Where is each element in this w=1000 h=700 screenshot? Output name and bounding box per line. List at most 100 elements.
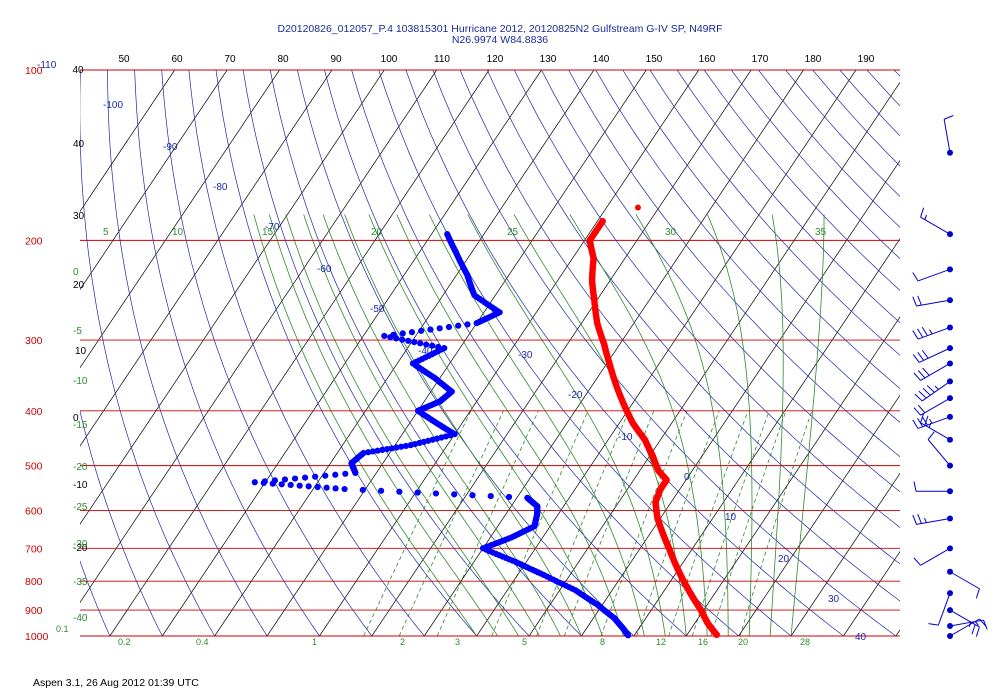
wind-barb-staff	[927, 439, 951, 466]
wind-barb-point	[947, 622, 953, 629]
mixing-left-label: -40	[73, 613, 88, 624]
wind-barb-flag	[921, 349, 929, 359]
dry-adiabat-line	[568, 70, 900, 458]
mixing-ratio-line	[710, 410, 787, 636]
wind-barb-point	[947, 568, 953, 575]
isotherm-line	[528, 81, 900, 636]
wind-barb-point	[947, 149, 953, 156]
isotherm-line	[109, 70, 490, 636]
chart-title-line-1: D20120826_012057_P.4 103815301 Hurricane…	[277, 23, 723, 35]
wind-barb-staff	[917, 268, 951, 282]
moist-adiabat-label: 15	[262, 227, 274, 238]
dewpoint-point	[423, 341, 430, 348]
isotherm-line	[738, 394, 900, 636]
wind-barb-flag	[913, 557, 921, 566]
wind-barb-flag	[929, 418, 933, 424]
dewpoint-point	[314, 483, 321, 491]
wind-barb-flag	[917, 295, 922, 306]
wind-barb-flag	[914, 393, 923, 402]
moist-adiabat-line	[322, 214, 561, 636]
dewpoint-point	[305, 483, 312, 490]
mixing-ratio-label: 0.4	[196, 637, 209, 647]
isotherm-line	[633, 238, 900, 636]
wind-barb-flag	[912, 330, 919, 340]
dewpoint-point	[369, 448, 377, 455]
pressure-label-100: 100	[25, 65, 43, 77]
dewpoint-point	[417, 340, 424, 347]
wind-barb-staff	[921, 381, 951, 402]
dry-adiabat-label: 10	[725, 512, 737, 523]
dewpoint-point	[411, 338, 418, 346]
dry-adiabat-label: -40	[418, 346, 433, 357]
wind-barb-flag	[921, 416, 928, 426]
dry-adiabat-line	[812, 70, 900, 167]
dry-adiabat-line	[134, 70, 320, 636]
mixing-ratio-label: 2	[400, 637, 405, 647]
dry-adiabat-line	[405, 70, 844, 636]
pressure-label-900: 900	[25, 605, 43, 617]
wind-barb-staff	[916, 518, 951, 525]
dry-adiabat-line	[839, 70, 900, 137]
mixing-ratio-line	[668, 410, 749, 636]
wind-barb-flag	[918, 390, 927, 399]
chart-title-line-2: N26.9974 W84.8836	[451, 34, 549, 46]
mixing-left-label: -20	[73, 462, 88, 473]
wind-barb-flag	[912, 296, 917, 307]
dewpoint-point	[445, 323, 453, 331]
wind-barb-staff	[917, 326, 951, 340]
dewpoint-point	[388, 445, 395, 452]
wind-barb-flag	[934, 385, 939, 390]
wind-barb-flag	[913, 481, 917, 492]
wind-barb-staff	[943, 119, 951, 153]
mixing-ratio-label: 28	[800, 637, 810, 647]
top-tick-label: 120	[487, 54, 504, 65]
mixing-left-label: -25	[73, 502, 88, 513]
top-tick-label: 100	[381, 54, 398, 65]
moist-adiabat-label: 5	[103, 227, 109, 238]
dry-adiabat-line	[541, 70, 900, 493]
mixing-ratio-label: 8	[600, 637, 605, 647]
wind-barb-flag	[975, 588, 980, 599]
isotherm-label: 10	[75, 346, 87, 357]
wind-barb-staff	[920, 216, 951, 235]
wind-barb-flag	[920, 413, 925, 423]
wind-barb-point	[947, 324, 953, 331]
pressure-label-700: 700	[25, 543, 43, 555]
wind-barb-flag	[929, 329, 933, 335]
top-tick-label: 40	[72, 65, 84, 76]
dewpoint-point	[399, 336, 406, 343]
dewpoint-point	[505, 493, 513, 501]
moist-adiabat-line	[285, 214, 519, 636]
wind-barb-point	[947, 545, 953, 552]
wind-barb-flag	[928, 623, 939, 626]
dry-adiabat-line	[161, 70, 373, 636]
dewpoint-point	[393, 335, 400, 342]
dewpoint-point	[269, 480, 276, 487]
moist-adiabat-label: 10	[172, 227, 184, 238]
dry-adiabat-line	[215, 70, 477, 636]
dry-adiabat-label: -70	[265, 222, 280, 233]
dewpoint-point	[296, 482, 303, 489]
moist-adiabat-line	[269, 214, 498, 636]
wind-barb-staff	[949, 618, 980, 637]
dewpoint-point	[281, 476, 289, 483]
dewpoint-point	[312, 473, 319, 480]
top-tick-label: 160	[699, 54, 716, 65]
dry-adiabat-line	[893, 70, 900, 77]
moist-adiabat-line	[303, 214, 540, 636]
moist-adiabat-label: 20	[371, 227, 383, 238]
moist-adiabat-line	[368, 214, 603, 636]
mixing-ratio-label: 12	[656, 637, 666, 647]
dewpoint-point	[387, 334, 394, 341]
mixing-ratio-label: 1	[312, 637, 317, 647]
dewpoint-point	[341, 485, 348, 493]
top-tick-label: 60	[171, 54, 183, 65]
wind-barb-flag	[917, 328, 924, 338]
dewpoint-point	[427, 326, 434, 333]
wind-barb-flag	[917, 370, 926, 379]
top-tick-label: 80	[277, 54, 289, 65]
pressure-label-400: 400	[25, 406, 43, 418]
dry-adiabat-line	[921, 70, 1000, 636]
isotherm-line	[581, 159, 900, 636]
wind-barb-point	[947, 395, 953, 402]
